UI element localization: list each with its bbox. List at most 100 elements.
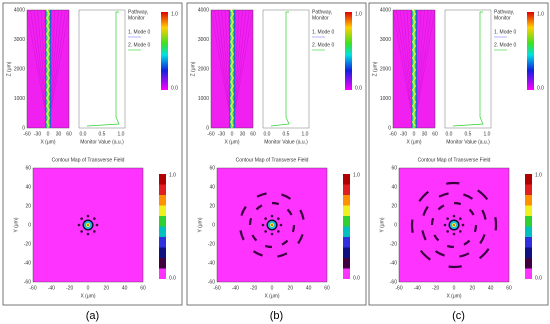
field-fringe: [413, 9, 436, 129]
x-tick-label: -20: [66, 285, 73, 291]
beam-core-pattern: [229, 9, 234, 127]
legend-entry: 1. Mode 0: [494, 29, 516, 35]
x-axis-label: X (μm): [224, 139, 239, 145]
contour-lobe: [86, 214, 90, 218]
x-tick-label: -40: [48, 285, 55, 291]
panel-border: [186, 2, 367, 306]
x-axis-label: X (μm): [446, 293, 461, 299]
contour-ring: [297, 234, 304, 245]
contour-ring: [430, 217, 435, 226]
beam-core: [45, 10, 51, 128]
y-tick-label: 60: [391, 165, 397, 171]
colorbar-label: 1.0: [355, 11, 362, 17]
colorbar-step: [159, 237, 166, 248]
panel-label: (b): [270, 310, 283, 322]
colorbar-label: 1.0: [171, 11, 178, 17]
legend-title: Monitor: [494, 15, 511, 21]
contour-ring: [433, 234, 440, 242]
y-tick-label: 40: [209, 184, 215, 190]
contour-lobe: [277, 230, 280, 233]
colorbar-step: [525, 205, 532, 216]
contour-lobe: [270, 232, 274, 236]
contour-ring: [479, 234, 486, 245]
contour-ring: [448, 265, 462, 269]
y-tick-label: 2000: [14, 66, 25, 72]
field-fringe: [26, 9, 49, 129]
contour-ring: [446, 244, 455, 249]
contour-lobe: [86, 232, 90, 236]
colorbar-step: [343, 184, 350, 195]
y-tick-label: -20: [208, 241, 215, 247]
contour-ring: [240, 205, 247, 216]
x-tick-label: -40: [414, 285, 421, 291]
contour-ring: [459, 252, 470, 258]
x-tick-label: 20: [288, 285, 294, 291]
contour-ring: [468, 208, 475, 216]
colorbar-step: [159, 205, 166, 216]
contour-ring: [422, 205, 429, 216]
contour-ring: [453, 201, 462, 206]
colorbar-step: [343, 258, 350, 269]
colorbar-step: [159, 226, 166, 237]
y-tick-label: 4000: [380, 7, 391, 13]
contour-ring: [478, 248, 490, 260]
x-tick-label: -30: [400, 131, 407, 137]
y-tick-label: -60: [24, 279, 31, 285]
colorbar-label: 1.0: [169, 172, 176, 178]
x-tick-label: 0.5: [99, 131, 106, 137]
legend-entry: 1. Mode 0: [312, 29, 334, 35]
contour-ring: [252, 250, 263, 257]
contour-lobe: [452, 232, 456, 236]
colorbar-label: 0.0: [169, 275, 176, 281]
colorbar-step: [159, 184, 166, 195]
colorbar-label: 0.0: [171, 85, 178, 91]
beam-core: [229, 10, 235, 128]
colorbar-step: [343, 205, 350, 216]
colorbar-step: [343, 226, 350, 237]
monitor-plot: [444, 9, 492, 129]
x-tick-label: 0.5: [283, 131, 290, 137]
y-tick-label: 40: [391, 184, 397, 190]
x-tick-label: 0.0: [264, 131, 271, 137]
x-tick-label: -60: [29, 285, 36, 291]
contour-lobe: [277, 217, 280, 220]
x-tick-label: 60: [506, 285, 512, 291]
x-axis-label: X (μm): [264, 293, 279, 299]
colorbar-step: [525, 184, 532, 195]
y-tick-label: 40: [25, 184, 31, 190]
y-tick-label: -60: [390, 279, 397, 285]
y-axis-label: Y (μm): [379, 217, 385, 232]
contour-ring: [419, 249, 431, 261]
legend-entry: 1. Mode 0: [128, 29, 150, 35]
contour-ring: [251, 234, 258, 242]
x-tick-label: -60: [389, 131, 396, 137]
colorbar-step: [525, 216, 532, 227]
x-tick-label: -60: [395, 285, 402, 291]
y-tick-label: 0: [28, 222, 31, 228]
x-tick-label: 0.0: [446, 131, 453, 137]
x-tick-label: 30: [422, 131, 428, 137]
x-tick-label: 0: [271, 285, 274, 291]
contour-ring: [239, 230, 245, 241]
panel-label: (a): [86, 310, 99, 322]
contour-ring: [437, 204, 445, 211]
contour-ring: [255, 204, 263, 211]
contour-ring: [271, 201, 280, 206]
contour-lobe: [264, 230, 267, 233]
legend-title: Pathway,: [494, 9, 514, 15]
x-tick-label: 0: [413, 131, 416, 137]
y-tick-label: -20: [24, 241, 31, 247]
colorbar-label: 0.0: [355, 85, 362, 91]
contour-ring: [281, 239, 289, 246]
legend-entry: 2. Mode 0: [494, 42, 516, 48]
x-tick-label: 60: [250, 131, 256, 137]
y-tick-label: 1000: [14, 96, 25, 102]
x-tick-label: -60: [23, 131, 30, 137]
y-tick-label: 2000: [198, 66, 209, 72]
y-tick-label: 0: [212, 222, 215, 228]
colorbar-label: 0.0: [537, 85, 544, 91]
colorbar-step: [343, 237, 350, 248]
x-tick-label: -30: [34, 131, 41, 137]
